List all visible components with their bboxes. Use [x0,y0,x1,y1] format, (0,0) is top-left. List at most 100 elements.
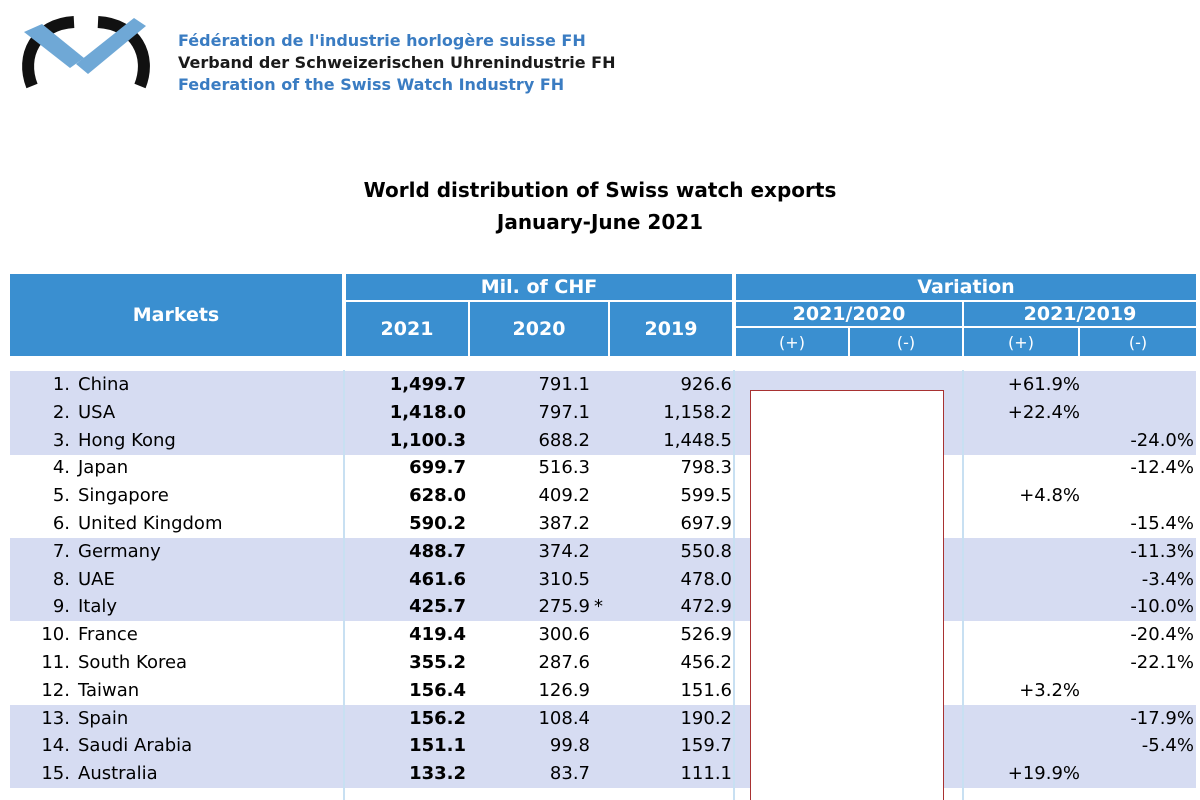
value-2021: 156.4 [409,679,466,701]
value-2020: 791.1 [538,374,590,395]
variation-decrease-2021-2019: -11.3% [1130,540,1194,562]
value-2021: 1,418.0 [389,401,466,423]
table-row: 10. France 419.4 300.6 526.9 -20.4% [10,621,1196,649]
value-2019: 190.2 [680,707,732,729]
value-2020: 99.8 [549,735,590,757]
variation-decrease-2021-2019: -5.4% [1141,735,1194,757]
redacted-area [750,390,944,800]
variation-decrease-2021-2019: -20.4% [1130,624,1194,646]
value-2021: 461.6 [409,568,466,590]
footnote-mark: * [594,596,603,618]
value-2021: 156.2 [409,707,466,729]
market-name: South Korea [78,652,188,673]
market-name: France [78,624,138,646]
table-row: 12. Taiwan 156.4 126.9 151.6 +3.2% [10,677,1196,705]
header-variation-2021-2020: 2021/2020 [736,302,962,326]
rank: 8. [52,568,70,590]
rank: 14. [41,735,70,757]
table-row: 4. Japan 699.7 516.3 798.3 -12.4% [10,454,1196,482]
rank: 3. [52,429,70,451]
rank: 11. [41,652,70,673]
value-2020: 275.9 [538,596,590,618]
market-name: Italy [78,596,118,618]
value-2020: 108.4 [538,707,590,729]
value-2019: 599.5 [680,485,732,507]
value-2019: 478.0 [680,568,732,590]
table-row: 3. Hong Kong 1,100.3 688.2 1,448.5 -24.0% [10,426,1196,455]
market-name: Saudi Arabia [78,735,193,757]
variation-increase-2021-2019 [970,566,1080,594]
column-divider [962,370,964,800]
header-decrease-2021-2019: (-) [1080,328,1196,356]
value-2019: 151.6 [680,679,732,701]
variation-decrease-2021-2019: -24.0% [1130,429,1194,451]
value-2020: 516.3 [538,457,590,479]
variation-decrease-2021-2019: -15.4% [1130,513,1194,534]
variation-increase-2021-2019 [970,649,1080,677]
value-2021: 425.7 [409,596,466,618]
variation-decrease-2021-2019 [1080,760,1194,788]
value-2019: 472.9 [680,596,732,618]
market-name: Hong Kong [78,429,176,451]
header-year-2019: 2019 [610,302,732,356]
variation-increase-2021-2019 [970,732,1080,760]
org-name-french: Fédération de l'industrie horlogère suis… [178,31,586,50]
rank: 12. [41,679,70,701]
header-variation-2021-2019: 2021/2019 [964,302,1196,326]
variation-increase-2021-2019 [970,705,1080,733]
value-2019: 111.1 [680,763,732,785]
fh-logo-icon [22,16,150,89]
rank: 4. [52,457,70,479]
variation-increase-2021-2019: +4.8% [1019,485,1080,507]
value-2019: 550.8 [680,540,732,562]
value-2021: 1,499.7 [389,374,466,395]
variation-decrease-2021-2019: -10.0% [1130,596,1194,618]
value-2019: 1,158.2 [663,401,732,423]
table-row: 2. USA 1,418.0 797.1 1,158.2 +22.4% [10,398,1196,427]
value-2019: 926.6 [680,374,732,395]
org-name-german: Verband der Schweizerischen Uhrenindustr… [178,53,616,72]
rank: 5. [52,485,70,507]
variation-decrease-2021-2019: -17.9% [1130,707,1194,729]
rank: 2. [52,401,70,423]
value-2021: 355.2 [409,652,466,673]
table-row: 13. Spain 156.2 108.4 190.2 -17.9% [10,704,1196,733]
rank: 15. [41,763,70,785]
header-increase-2021-2020: (+) [736,328,848,356]
table-row: 15. Australia 133.2 83.7 111.1 +19.9% [10,760,1196,789]
market-name: Australia [78,763,158,785]
market-name: Germany [78,540,161,562]
variation-decrease-2021-2019 [1080,482,1194,510]
variation-increase-2021-2019 [970,427,1080,455]
value-2021: 628.0 [409,485,466,507]
variation-increase-2021-2019: +19.9% [1007,763,1080,785]
variation-decrease-2021-2019: -12.4% [1130,457,1194,479]
rank: 9. [52,596,70,618]
value-2020: 374.2 [538,540,590,562]
column-divider [733,370,735,800]
value-2020: 300.6 [538,624,590,646]
market-name: China [78,374,130,395]
variation-increase-2021-2019: +3.2% [1019,679,1080,701]
table-row: 7. Germany 488.7 374.2 550.8 -11.3% [10,537,1196,566]
value-2019: 456.2 [680,652,732,673]
org-name-english: Federation of the Swiss Watch Industry F… [178,75,565,94]
header-mil-chf: Mil. of CHF [346,274,732,300]
table-row: 6. United Kingdom 590.2 387.2 697.9 -15.4% [10,510,1196,538]
table-row: 1. China 1,499.7 791.1 926.6 +61.9% [10,371,1196,399]
value-2021: 151.1 [409,735,466,757]
table-row: 9. Italy 425.7 275.9 * 472.9 -10.0% [10,593,1196,622]
value-2020: 126.9 [538,679,590,701]
variation-increase-2021-2019 [970,621,1080,649]
report-title: World distribution of Swiss watch export… [363,178,837,202]
header-year-2021: 2021 [346,302,468,356]
table-row: 8. UAE 461.6 310.5 478.0 -3.4% [10,565,1196,594]
value-2019: 526.9 [680,624,732,646]
variation-decrease-2021-2019 [1080,371,1194,399]
table-row: 5. Singapore 628.0 409.2 599.5 +4.8% [10,482,1196,510]
value-2021: 133.2 [409,763,466,785]
rank: 13. [41,707,70,729]
report-period: January-June 2021 [496,210,704,234]
variation-increase-2021-2019 [970,510,1080,538]
rank: 6. [52,513,70,534]
